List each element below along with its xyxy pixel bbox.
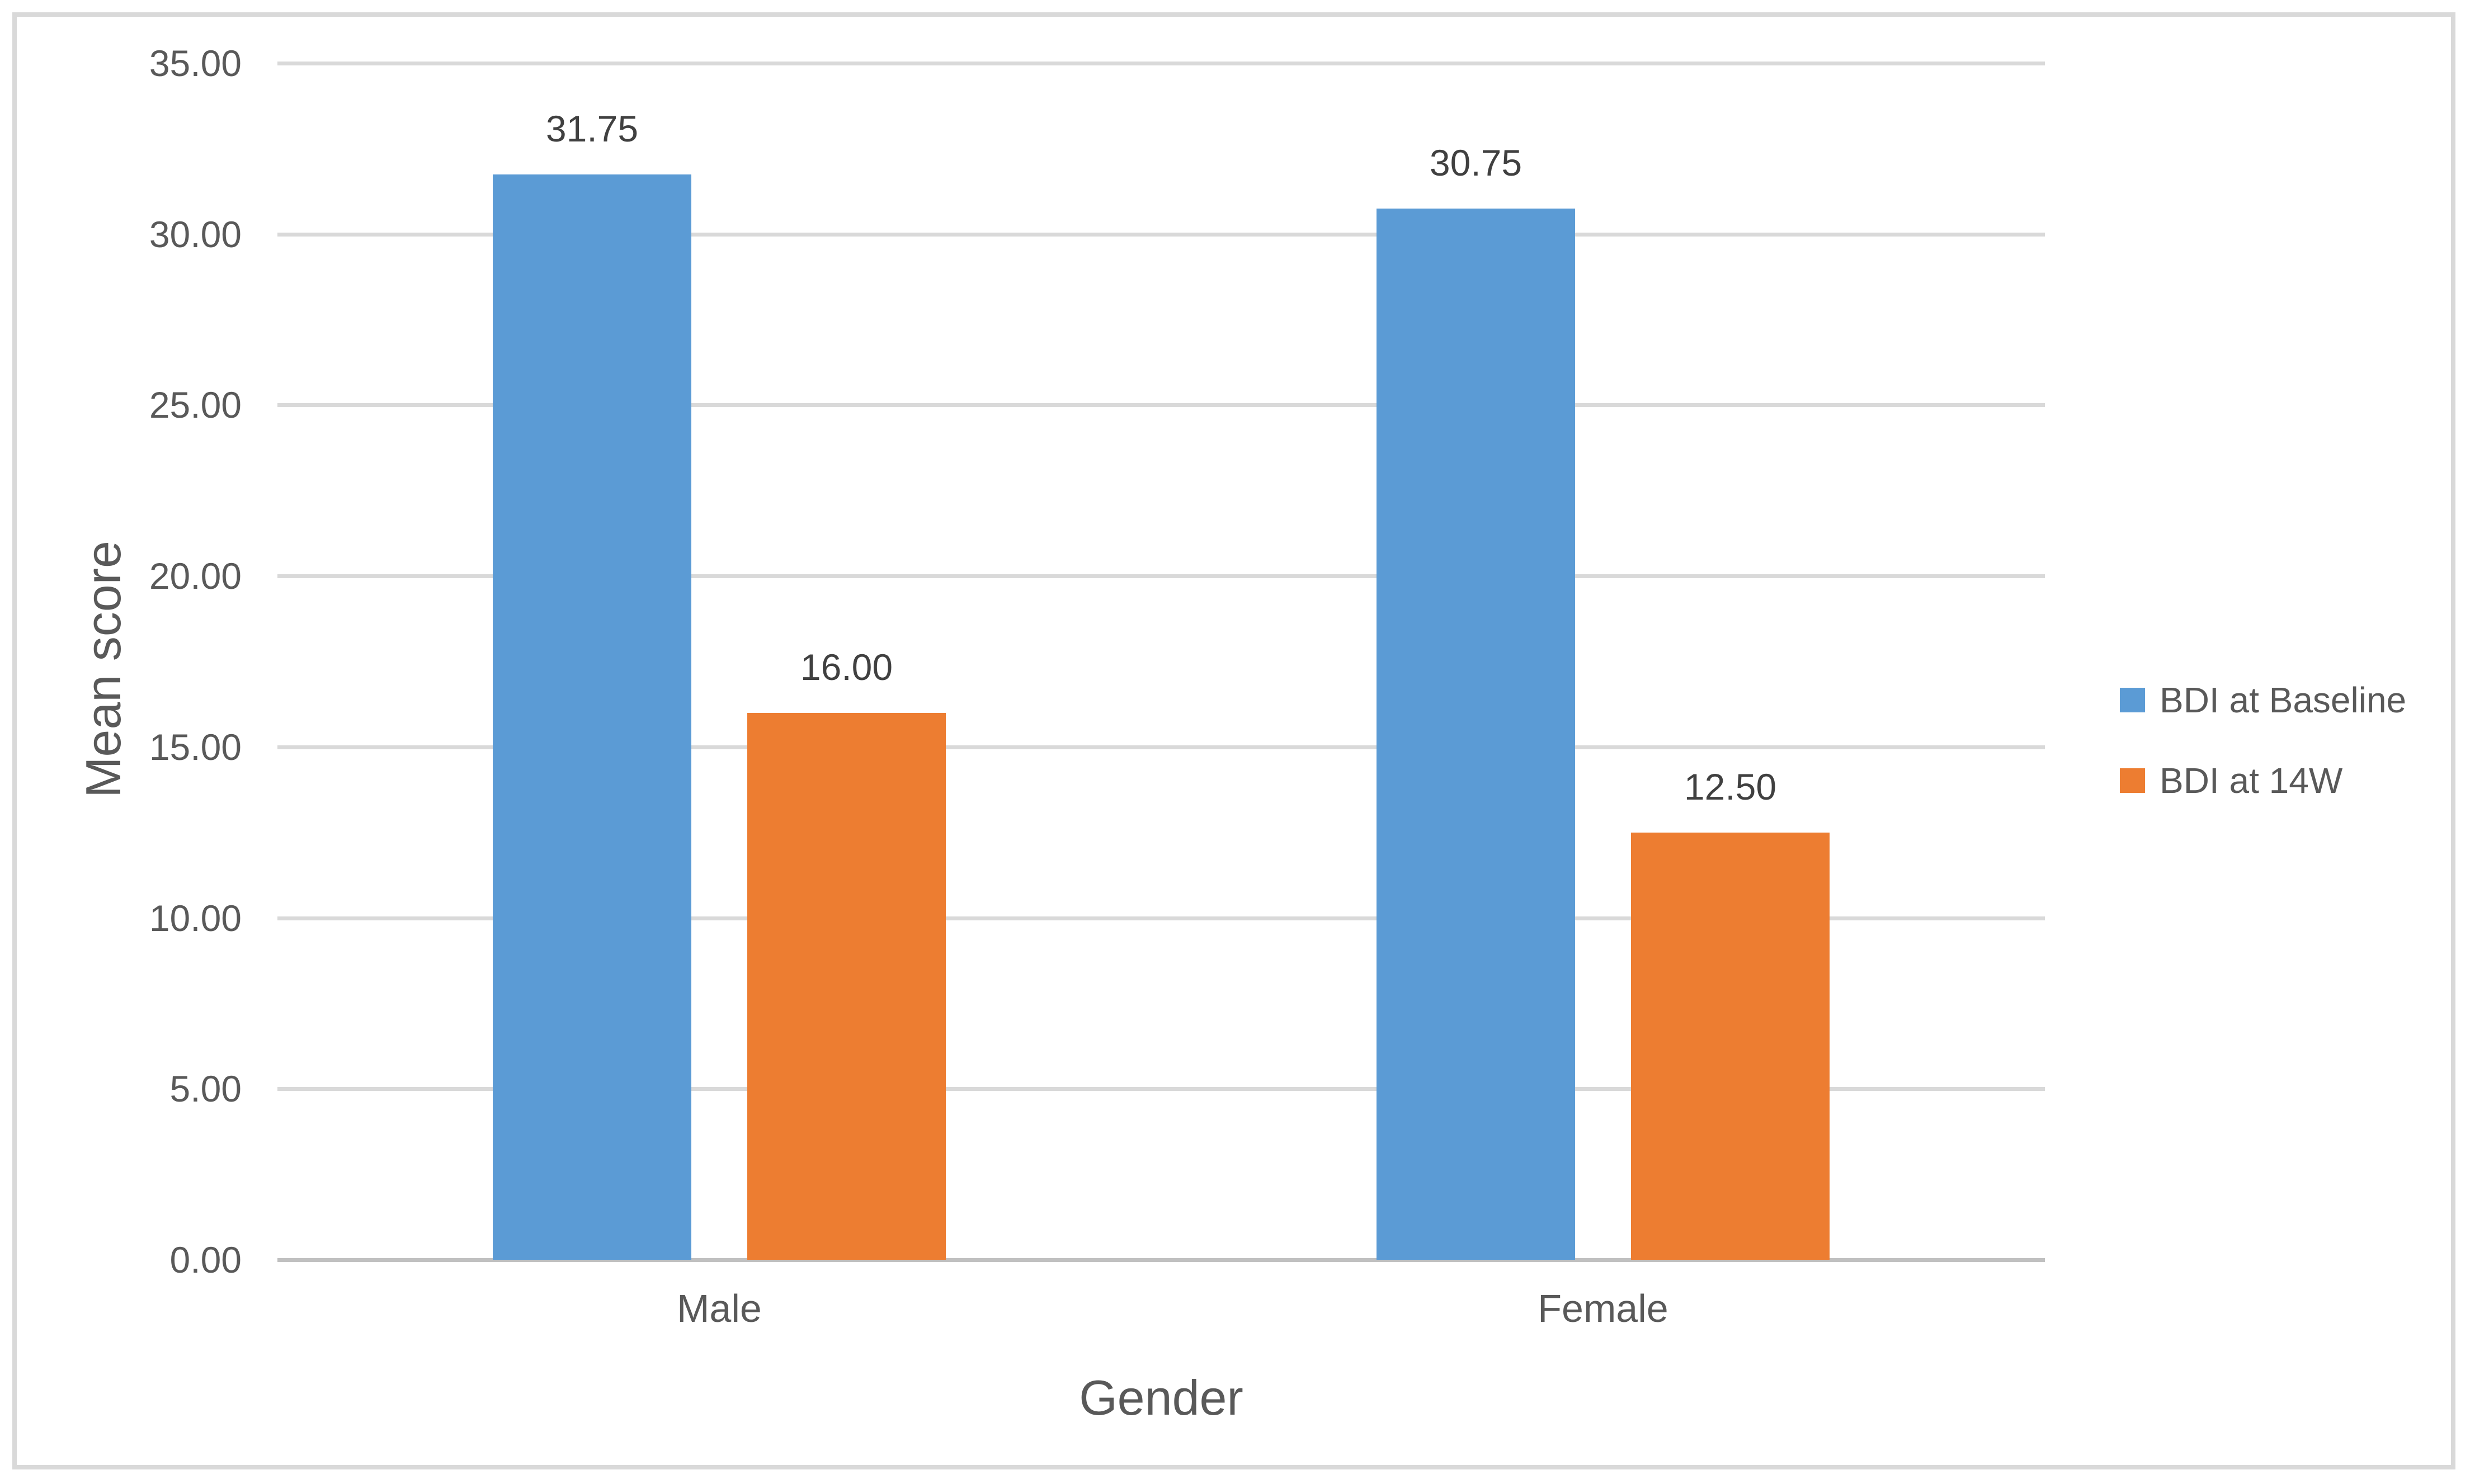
data-label: 12.50 [1684,765,1777,807]
plot-area: 31.75 16.00 30.75 12.50 [277,62,2045,1262]
y-tick-label: 35.00 [149,42,242,84]
legend-label: BDI at 14W [2160,760,2343,801]
data-label: 30.75 [1429,141,1522,183]
legend-label: BDI at Baseline [2160,680,2407,720]
legend-swatch-icon [2120,768,2145,793]
y-tick-label: 10.00 [149,897,242,939]
chart-border-frame [12,12,2455,1469]
data-label: 16.00 [800,646,893,688]
legend-item: BDI at 14W [2120,760,2342,801]
category-label-female: Female [1538,1287,1668,1330]
bar-male-series-1 [493,174,691,1260]
bar-female-series-2 [1631,832,1830,1260]
legend-swatch-icon [2120,688,2145,712]
gridline [277,745,2045,749]
gridline [277,1087,2045,1091]
gridline [277,574,2045,579]
gridline [277,62,2045,65]
bar-female-series-1 [1377,208,1575,1260]
x-axis-line [277,1258,2045,1262]
legend-item: BDI at Baseline [2120,680,2406,720]
y-tick-label: 15.00 [149,726,242,768]
data-label: 31.75 [545,107,639,149]
gridline [277,403,2045,408]
gridline [277,916,2045,920]
y-tick-label: 5.00 [169,1068,242,1110]
x-axis-title: Gender [1079,1370,1243,1425]
y-tick-label: 30.00 [149,213,242,255]
y-tick-label: 0.00 [169,1239,242,1280]
gridline [277,232,2045,237]
category-label-male: Male [677,1287,762,1330]
bar-male-series-2 [747,712,946,1260]
y-tick-label: 25.00 [149,384,242,426]
y-tick-label: 20.00 [149,555,242,597]
